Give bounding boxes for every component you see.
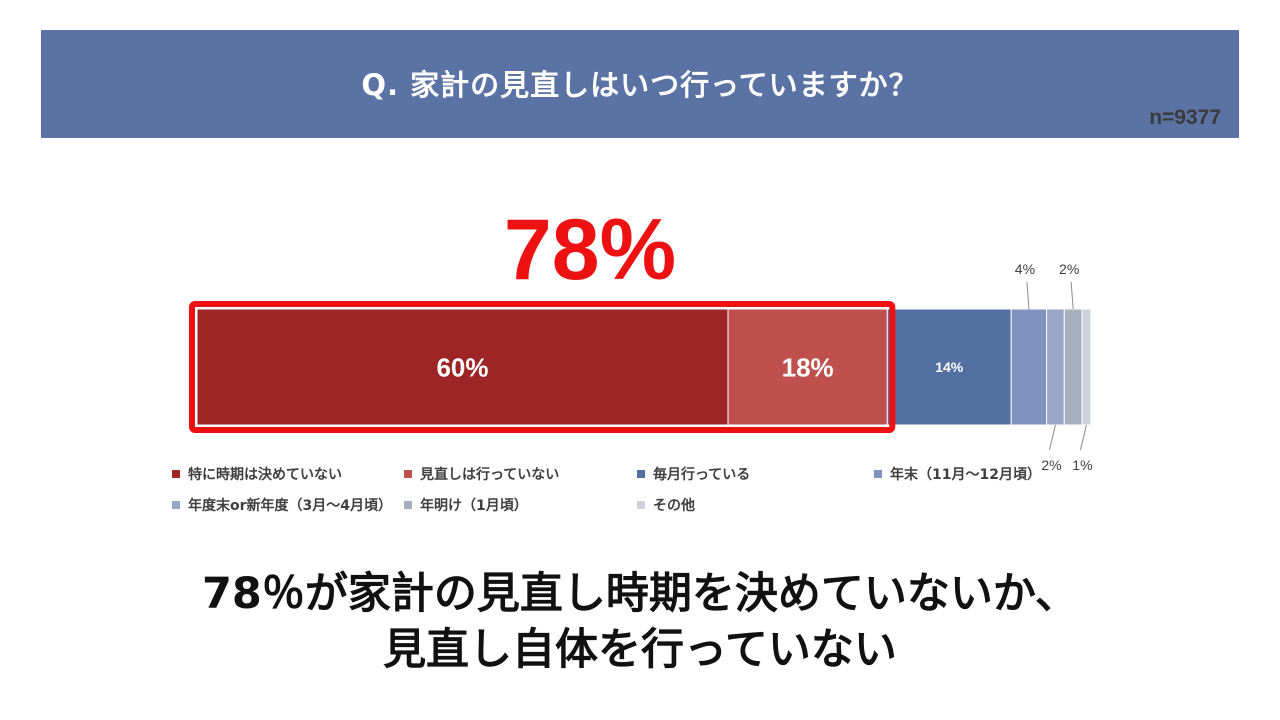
- highlight-percentage: 78%: [503, 202, 677, 298]
- question-header: Q. 家計の見直しはいつ行っていますか？ n=9377: [41, 30, 1239, 138]
- conclusion-text: 78％が家計の見直し時期を決めていないか、 見直し自体を行っていない: [0, 566, 1280, 678]
- leader-line-6: [1070, 281, 1074, 310]
- legend-swatch: [404, 501, 412, 509]
- leader-line-7: [1079, 424, 1087, 451]
- legend-swatch: [637, 470, 645, 478]
- legend-label: その他: [653, 498, 695, 514]
- legend-item-3: 毎月行っている: [637, 464, 750, 484]
- legend-label: 毎月行っている: [653, 467, 751, 483]
- data-label-4: 4%: [1015, 261, 1035, 277]
- data-label-1: 60%: [436, 352, 488, 382]
- data-label-5: 2%: [1041, 457, 1061, 473]
- legend-label: 年度末or新年度（3月～4月頃）: [188, 498, 393, 514]
- legend-label: 特に時期は決めていない: [188, 467, 342, 483]
- legend-label: 見直しは行っていない: [420, 467, 560, 483]
- bar-segment-5: [1046, 308, 1065, 426]
- leader-line-4: [1026, 281, 1030, 310]
- legend-item-5: 年度末or新年度（3月～4月頃）: [172, 495, 392, 515]
- legend-label: 年末（11月～12月頃）: [890, 467, 1041, 483]
- conclusion-line-2: 見直し自体を行っていない: [383, 625, 897, 675]
- data-label-3: 14%: [935, 359, 964, 375]
- bar-segment-1: [196, 308, 729, 426]
- sample-size-label: n=9377: [1149, 106, 1221, 129]
- legend-item-1: 特に時期は決めていない: [172, 464, 342, 484]
- bar-segment-4: [1010, 308, 1048, 426]
- bar-segment-7: [1081, 308, 1092, 426]
- data-label-6: 2%: [1059, 261, 1079, 277]
- legend-label: 年明け（1月頃）: [420, 498, 528, 514]
- legend-swatch: [172, 501, 180, 509]
- legend-item-4: 年末（11月～12月頃）: [874, 464, 1041, 484]
- bar-segment-6: [1063, 308, 1083, 426]
- legend-swatch: [637, 501, 645, 509]
- chart-legend: 特に時期は決めていない 見直しは行っていない 毎月行っている 年末（11月～12月頃）…: [172, 464, 1072, 534]
- legend-swatch: [874, 470, 882, 478]
- legend-item-6: 年明け（1月頃）: [404, 495, 528, 515]
- legend-item-2: 見直しは行っていない: [404, 464, 559, 484]
- highlight-box: [189, 301, 896, 433]
- bar-segment-2: [727, 308, 888, 426]
- legend-swatch: [404, 470, 412, 478]
- legend-swatch: [172, 470, 180, 478]
- question-title: Q. 家計の見直しはいつ行っていますか？: [361, 68, 919, 102]
- data-label-2: 18%: [782, 352, 834, 382]
- conclusion-line-1: 78％が家計の見直し時期を決めていないか、: [202, 569, 1078, 619]
- leader-line-5: [1048, 424, 1056, 451]
- legend-item-7: その他: [637, 495, 695, 515]
- data-label-7: 1%: [1072, 457, 1092, 473]
